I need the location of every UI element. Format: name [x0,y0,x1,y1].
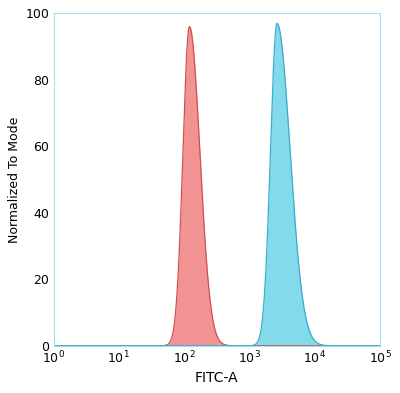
Y-axis label: Normalized To Mode: Normalized To Mode [8,116,21,243]
X-axis label: FITC-A: FITC-A [195,371,239,385]
